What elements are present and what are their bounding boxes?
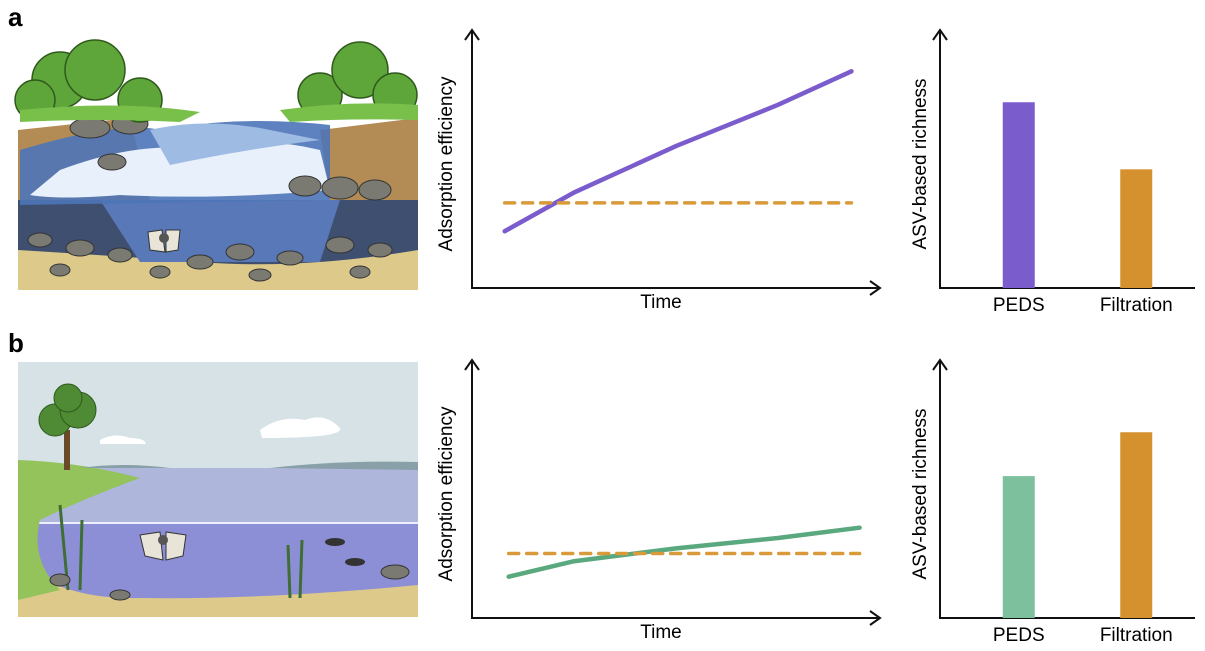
bar [1003,102,1035,288]
x-axis-label: Time [640,292,682,313]
lake-illustration [18,362,418,617]
x-tick-label: Filtration [1100,625,1173,646]
panel-label: a [8,2,23,32]
x-axis-label: Time [640,622,682,643]
y-axis-label: ASV-based richness [910,78,931,249]
axis [940,30,1195,288]
river-illustration [15,40,418,290]
y-axis-label: Adsorption efficiency [436,76,457,251]
figure: a b [0,0,1205,646]
y-axis-label: ASV-based richness [910,408,931,579]
y-axis-label: Adsorption efficiency [436,406,457,581]
bar [1120,432,1152,618]
x-tick-label: PEDS [993,625,1045,646]
bar [1003,476,1035,618]
line-series [505,71,852,231]
axis [472,30,880,288]
axis [472,360,880,618]
axis [940,360,1195,618]
x-tick-label: PEDS [993,295,1045,316]
bar [1120,169,1152,288]
x-tick-label: Filtration [1100,295,1173,316]
panel-label: b [8,328,24,358]
